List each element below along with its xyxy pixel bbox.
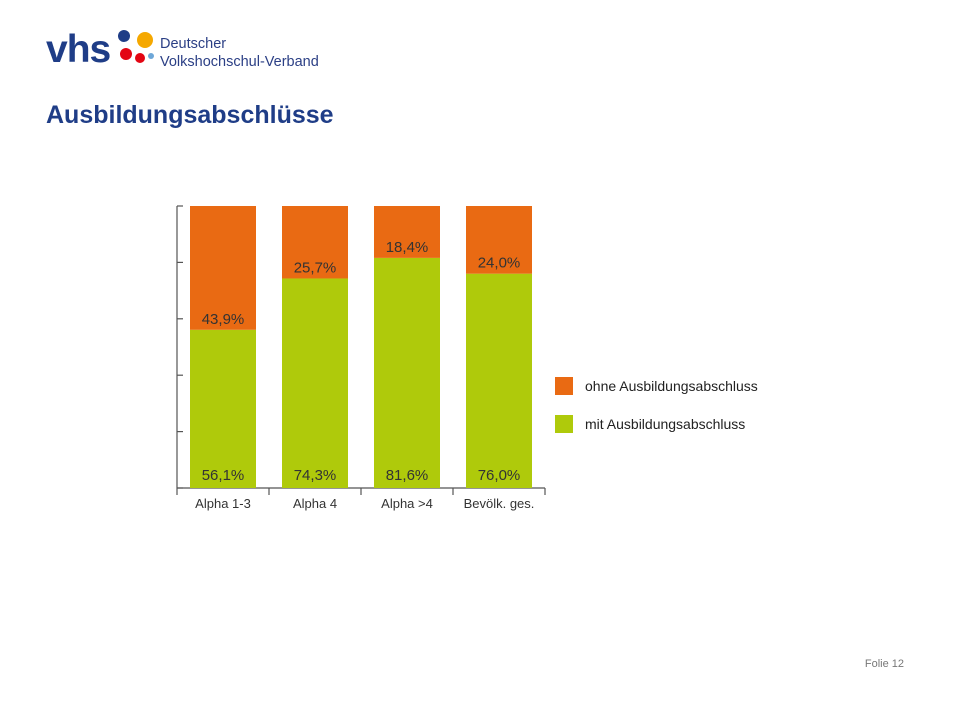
bar-ohne-ausbildung <box>190 206 256 330</box>
logo-dots-icon <box>118 30 154 63</box>
bar-label-ohne: 43,9% <box>202 311 245 328</box>
x-category-label: Alpha 4 <box>293 496 337 511</box>
x-category-label: Alpha >4 <box>381 496 433 511</box>
logo-line-2: Volkshochschul-Verband <box>160 54 319 70</box>
legend-swatch <box>555 415 573 433</box>
bar-ohne-ausbildung <box>374 206 440 258</box>
x-category-label: Alpha 1-3 <box>195 496 251 511</box>
vhs-logo: vhs Deutscher Volkshochschul-Verband <box>46 26 346 74</box>
bar-mit-ausbildung <box>190 329 256 488</box>
legend-label: ohne Ausbildungsabschluss <box>585 378 758 394</box>
logo-mark: vhs <box>46 28 111 71</box>
bar-ohne-ausbildung <box>466 206 532 274</box>
bar-label-mit: 74,3% <box>294 467 337 484</box>
bar-label-ohne: 24,0% <box>478 255 521 272</box>
bar-label-ohne: 18,4% <box>386 239 429 256</box>
slide-number: Folie 12 <box>864 658 904 670</box>
bar-mit-ausbildung <box>466 273 532 488</box>
bar-label-mit: 76,0% <box>478 467 521 484</box>
legend-label: mit Ausbildungsabschluss <box>585 416 745 432</box>
x-category-label: Bevölk. ges. <box>464 496 535 511</box>
bar-label-ohne: 25,7% <box>294 259 337 276</box>
logo-line-1: Deutscher <box>160 36 227 52</box>
bar-mit-ausbildung <box>282 278 348 488</box>
bar-mit-ausbildung <box>374 257 440 488</box>
bar-label-mit: 56,1% <box>202 467 245 484</box>
bar-ohne-ausbildung <box>282 206 348 279</box>
slide-title: Ausbildungsabschlüsse <box>46 101 334 129</box>
bar-label-mit: 81,6% <box>386 467 429 484</box>
legend-swatch <box>555 377 573 395</box>
